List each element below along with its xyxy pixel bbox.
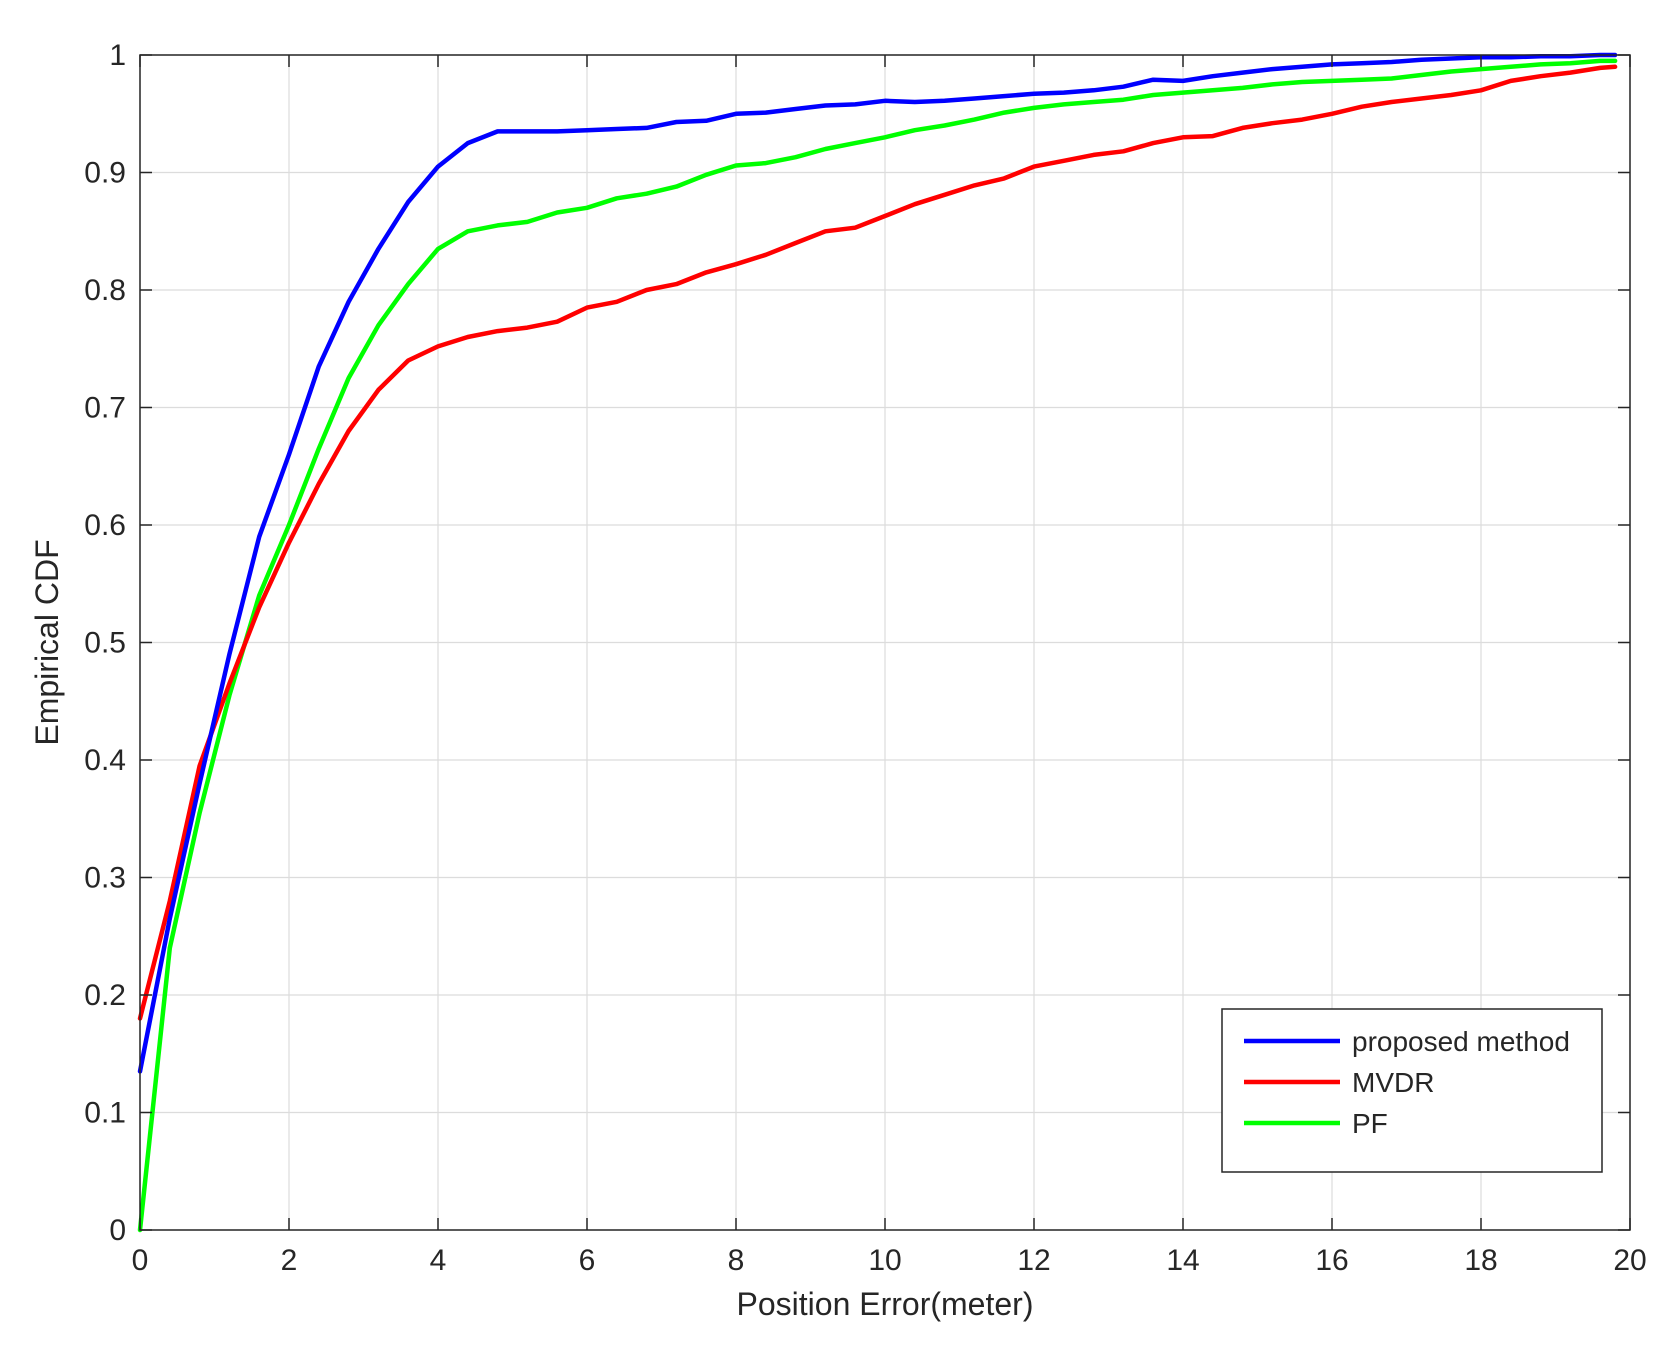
- y-tick-label: 0.4: [84, 744, 126, 777]
- y-tick-label: 0.7: [84, 392, 126, 425]
- x-tick-label: 4: [430, 1244, 447, 1277]
- y-tick-label: 0.6: [84, 509, 126, 542]
- y-tick-labels: 0 0.1 0.2 0.3 0.4 0.5 0.6 0.7 0.8 0.9 1: [84, 39, 126, 1247]
- x-axis-label: Position Error(meter): [737, 1286, 1034, 1322]
- ticks: [139, 54, 1631, 1231]
- y-tick-label: 0.1: [84, 1097, 126, 1130]
- series-line-mvdr: [137, 64, 1618, 1021]
- x-tick-label: 20: [1613, 1244, 1646, 1277]
- y-tick-label: 0: [109, 1214, 126, 1247]
- y-tick-label: 0.8: [84, 274, 126, 307]
- series-line-pf: [137, 58, 1618, 1233]
- x-tick-label: 10: [868, 1244, 901, 1277]
- legend: proposed method MVDR PF: [1221, 1008, 1603, 1173]
- x-tick-labels: 0 2 4 6 8 10 12 14 16 18 20: [132, 1244, 1647, 1277]
- x-tick-label: 16: [1315, 1244, 1348, 1277]
- x-tick-label: 8: [728, 1244, 745, 1277]
- y-tick-label: 0.3: [84, 862, 126, 895]
- x-tick-label: 6: [579, 1244, 596, 1277]
- y-tick-label: 0.9: [84, 157, 126, 190]
- x-tick-label: 18: [1464, 1244, 1497, 1277]
- x-tick-label: 12: [1017, 1244, 1050, 1277]
- legend-label: PF: [1352, 1108, 1388, 1139]
- y-tick-label: 0.2: [84, 979, 126, 1012]
- legend-label: MVDR: [1352, 1067, 1434, 1098]
- series-lines: [137, 52, 1618, 1233]
- x-tick-label: 14: [1166, 1244, 1199, 1277]
- legend-label: proposed method: [1352, 1026, 1570, 1057]
- x-tick-label: 2: [281, 1244, 298, 1277]
- x-tick-label: 0: [132, 1244, 149, 1277]
- y-tick-label: 1: [109, 39, 126, 72]
- y-tick-label: 0.5: [84, 627, 126, 660]
- legend-box: [1221, 1008, 1603, 1173]
- y-axis-label: Empirical CDF: [29, 539, 65, 745]
- series-line-proposed-method: [137, 52, 1618, 1074]
